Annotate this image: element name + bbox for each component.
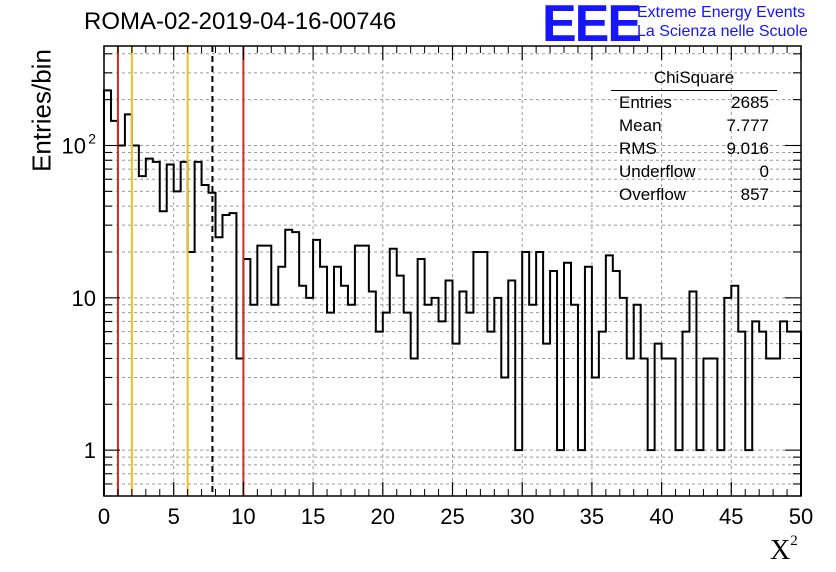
eee-logo: EEE (542, 0, 642, 53)
y-axis-label: Entries/bin (26, 49, 57, 172)
x-tick-label: 15 (301, 504, 325, 529)
x-axis-label-exponent: 2 (790, 532, 798, 549)
stats-label: Entries (619, 93, 672, 112)
stats-value: 857 (740, 185, 769, 204)
stats-value: 2685 (731, 93, 769, 112)
stats-box: ChiSquare Entries 2685 Mean 7.777 RMS 9.016… (611, 68, 777, 208)
x-tick-label: 40 (649, 504, 673, 529)
histogram-outline (103, 89, 802, 496)
logo-line-2: La Scienza nelle Scuole (637, 23, 808, 40)
stats-label: Mean (619, 116, 662, 135)
stats-label: Underflow (619, 162, 696, 181)
stats-row: Entries 2685 (611, 93, 777, 116)
y-tick-label: 1 (84, 438, 96, 463)
y-tick-label: 10 (72, 286, 96, 311)
x-tick-label: 30 (510, 504, 534, 529)
y-tick-label-exponent: 2 (88, 130, 96, 146)
stats-row: RMS 9.016 (611, 139, 777, 162)
x-tick-label: 50 (789, 504, 813, 529)
stats-row: Underflow 0 (611, 162, 777, 185)
stats-value: 9.016 (726, 139, 769, 158)
x-tick-label: 45 (719, 504, 743, 529)
x-tick-label: 35 (580, 504, 604, 529)
logo-line-1: Extreme Energy Events (637, 4, 806, 21)
x-tick-label: 10 (231, 504, 255, 529)
reference-lines (116, 46, 245, 496)
stats-value: 7.777 (726, 116, 769, 135)
x-tick-label: 20 (371, 504, 395, 529)
stats-row: Overflow 857 (611, 185, 777, 208)
x-tick-label: 0 (98, 504, 110, 529)
logo-caption: Extreme Energy Events La Scienza nelle S… (637, 3, 808, 41)
run-title: ROMA-02-2019-04-16-00746 (84, 8, 397, 35)
x-tick-labels: 0 5 10 15 20 25 30 35 40 45 50 (98, 504, 813, 529)
x-tick-label: 25 (440, 504, 464, 529)
x-axis-label-base: X (770, 535, 791, 566)
stats-label: RMS (619, 139, 657, 158)
stats-title: ChiSquare (611, 68, 777, 91)
stats-label: Overflow (619, 185, 687, 204)
x-tick-label: 5 (168, 504, 180, 529)
axis-ticks (103, 46, 802, 497)
histogram-bars (103, 89, 802, 496)
stats-value: 0 (759, 162, 769, 181)
x-axis-label: X2 (770, 532, 798, 567)
y-tick-label: 10 (62, 133, 86, 158)
stats-row: Mean 7.777 (611, 116, 777, 139)
